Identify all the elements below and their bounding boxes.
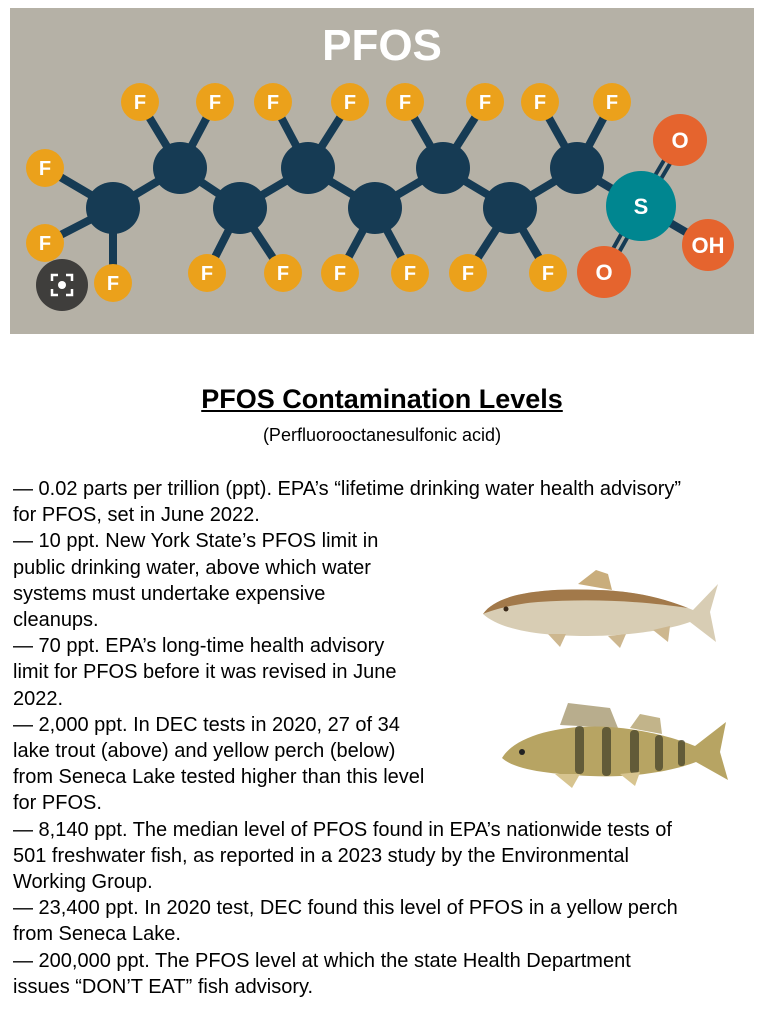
fluorine-atom: [26, 149, 64, 187]
fluorine-atom-label: F: [39, 233, 51, 255]
list-item-line: lake trout (above) and yellow perch (bel…: [13, 740, 396, 763]
fluorine-atom-label: F: [334, 263, 346, 285]
list-item-line: Working Group.: [13, 871, 153, 894]
list-item: — 70 ppt. EPA’s long-time health advisor…: [13, 633, 681, 712]
list-item-line: from Seneca Lake.: [13, 923, 181, 946]
fluorine-atom-label: F: [107, 273, 119, 295]
hydroxyl-group-label: OH: [692, 233, 725, 258]
fluorine-atom-label: F: [542, 263, 554, 285]
oxygen-atom-label: O: [595, 260, 612, 285]
fluorine-atom: [521, 83, 559, 121]
fluorine-atom: [391, 254, 429, 292]
lake-trout-image: [483, 570, 718, 648]
fluorine-atom-label: F: [39, 158, 51, 180]
sulfur-atom-label: S: [634, 194, 649, 219]
fluorine-atom: [196, 83, 234, 121]
fluorine-atom-label: F: [462, 263, 474, 285]
carbon-atom: [86, 182, 140, 234]
list-item: — 8,140 ppt. The median level of PFOS fo…: [13, 817, 681, 896]
fluorine-atom-label: F: [344, 92, 356, 114]
list-item: — 23,400 ppt. In 2020 test, DEC found th…: [13, 895, 681, 947]
fluorine-atom: [264, 254, 302, 292]
fluorine-atom-label: F: [134, 92, 146, 114]
list-item-line: limit for PFOS before it was revised in …: [13, 661, 397, 684]
fluorine-atom: [466, 83, 504, 121]
list-item-line: — 0.02 parts per trillion (ppt). EPA’s “…: [13, 478, 682, 500]
hydroxyl-group: [682, 219, 734, 271]
carbon-atom: [153, 142, 207, 194]
fluorine-atom: [386, 83, 424, 121]
list-item-line: — 70 ppt. EPA’s long-time health advisor…: [13, 635, 385, 658]
fluorine-atom: [593, 83, 631, 121]
fluorine-atom: [121, 83, 159, 121]
page-title: PFOS Contamination Levels: [201, 384, 563, 414]
oxygen-atom: [653, 114, 707, 166]
image-background: [10, 8, 754, 334]
fluorine-atom: [188, 254, 226, 292]
list-item-line: 501 freshwater fish, as reported in a 20…: [13, 844, 629, 867]
list-item: — 200,000 ppt. The PFOS level at which t…: [13, 948, 681, 1000]
list-item-line: for PFOS.: [13, 792, 102, 815]
carbon-atom: [281, 142, 335, 194]
list-item: — 10 ppt. New York State’s PFOS limit in…: [13, 528, 681, 633]
lens-corners: [50, 273, 74, 297]
carbon-atom: [550, 142, 604, 194]
fluorine-atom-label: F: [404, 263, 416, 285]
carbon-atom: [213, 182, 267, 234]
contamination-list: — 0.02 parts per trillion (ppt). EPA’s “…: [13, 476, 681, 1000]
fluorine-atom-label: F: [201, 263, 213, 285]
carbon-atom: [416, 142, 470, 194]
fluorine-atom: [26, 224, 64, 262]
list-item-line: public drinking water, above which water: [13, 556, 371, 579]
fluorine-atom-label: F: [606, 92, 618, 114]
oxygen-atom-label: O: [671, 128, 688, 153]
list-item-line: — 2,000 ppt. In DEC tests in 2020, 27 of…: [13, 713, 400, 736]
list-item: — 0.02 parts per trillion (ppt). EPA’s “…: [13, 476, 681, 528]
yellow-perch-image: [502, 703, 728, 788]
list-item-line: cleanups.: [13, 609, 99, 632]
list-item-line: for PFOS, set in June 2022.: [13, 504, 260, 527]
fluorine-atom: [254, 83, 292, 121]
fluorine-atom: [529, 254, 567, 292]
list-item-line: from Seneca Lake tested higher than this…: [13, 766, 425, 789]
fluorine-atom: [94, 264, 132, 302]
list-item: — 2,000 ppt. In DEC tests in 2020, 27 of…: [13, 712, 681, 817]
fluorine-atom: [331, 83, 369, 121]
fluorine-atom-label: F: [267, 92, 279, 114]
fluorine-atom-label: F: [534, 92, 546, 114]
fluorine-atom-label: F: [277, 263, 289, 285]
fluorine-atom-label: F: [399, 92, 411, 114]
sulfur-atom: [606, 171, 676, 241]
carbon-atom: [483, 182, 537, 234]
list-item-line: issues “DON’T EAT” fish advisory.: [13, 975, 314, 998]
molecule-title: PFOS: [322, 21, 442, 70]
lens-dot: [58, 281, 66, 289]
pfos-molecule-image: PFOS F F F F F F F F F F F F F F F F F S O OH O: [10, 8, 754, 334]
list-item-line: — 8,140 ppt. The median level of PFOS fo…: [13, 818, 672, 841]
fluorine-atom-label: F: [479, 92, 491, 114]
list-item-line: — 23,400 ppt. In 2020 test, DEC found th…: [13, 897, 678, 920]
fluorine-atom: [449, 254, 487, 292]
carbon-atom: [348, 182, 402, 234]
fluorine-atom: [321, 254, 359, 292]
list-item-line: 2022.: [13, 687, 64, 710]
list-item-line: — 200,000 ppt. The PFOS level at which t…: [13, 949, 631, 972]
list-item-line: — 10 ppt. New York State’s PFOS limit in: [13, 530, 379, 553]
page-subtitle: (Perfluorooctanesulfonic acid): [262, 425, 502, 445]
fluorine-atom-label: F: [209, 92, 221, 114]
oxygen-atom: [577, 246, 631, 298]
list-item-line: systems must undertake expensive: [13, 582, 326, 605]
